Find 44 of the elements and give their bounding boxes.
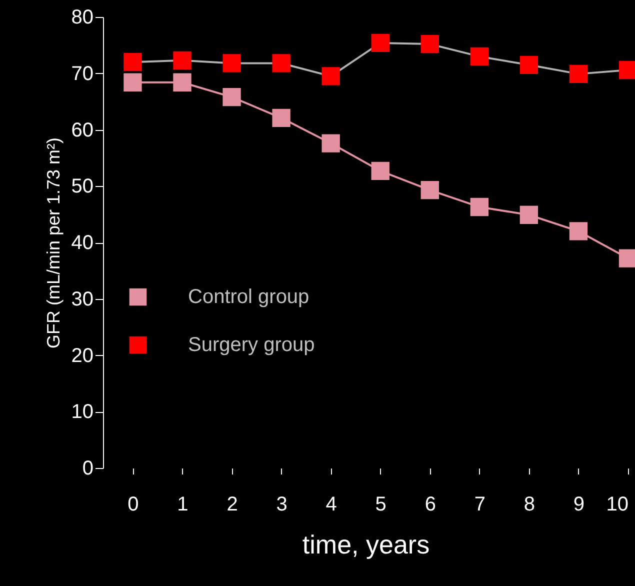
y-tick-label: 30	[71, 288, 94, 310]
point	[124, 73, 142, 92]
y-axis-title: GFR (mL/min per 1.73 m²)	[43, 137, 64, 349]
point	[272, 54, 290, 72]
y-tick-label: 40	[71, 232, 94, 254]
x-tick-label: 1	[177, 494, 188, 516]
x-tick-label: 2	[226, 494, 238, 516]
point	[322, 134, 340, 152]
point	[470, 47, 488, 66]
legend-label: Surgery group	[188, 334, 315, 356]
y-tick-label: 80	[71, 6, 94, 28]
point	[470, 198, 488, 216]
point	[322, 67, 340, 86]
point	[420, 180, 439, 200]
point	[569, 64, 588, 84]
y-tick-label: 20	[71, 344, 94, 367]
point	[222, 88, 241, 106]
y-tick-label: 70	[71, 62, 94, 85]
x-axis-title: time, years	[302, 530, 430, 560]
y-tick-label: 60	[71, 119, 94, 142]
point	[520, 56, 538, 74]
point	[272, 108, 290, 127]
x-tick-label: 6	[424, 494, 436, 516]
point	[222, 54, 241, 72]
y-tick-label: 10	[71, 401, 94, 424]
y-tick-label: 50	[71, 176, 94, 198]
point	[569, 222, 588, 240]
x-tick-label: 5	[375, 494, 386, 516]
x-tick-label: 9	[573, 494, 585, 516]
point	[173, 51, 192, 70]
point	[371, 162, 390, 180]
point	[173, 73, 192, 92]
point	[124, 53, 142, 72]
x-tick-label: 8	[524, 494, 536, 516]
x-tick-label: 3	[276, 494, 288, 516]
x-tick-label: 4	[326, 494, 337, 516]
x-tick-label: 0	[128, 494, 139, 516]
point	[371, 34, 390, 52]
point	[420, 34, 439, 54]
y-tick-label: 0	[82, 458, 94, 480]
point	[520, 206, 538, 224]
x-tick-label: 7	[474, 494, 486, 516]
legend-label: Control group	[188, 286, 310, 308]
x-tick-label: 10	[606, 494, 628, 516]
